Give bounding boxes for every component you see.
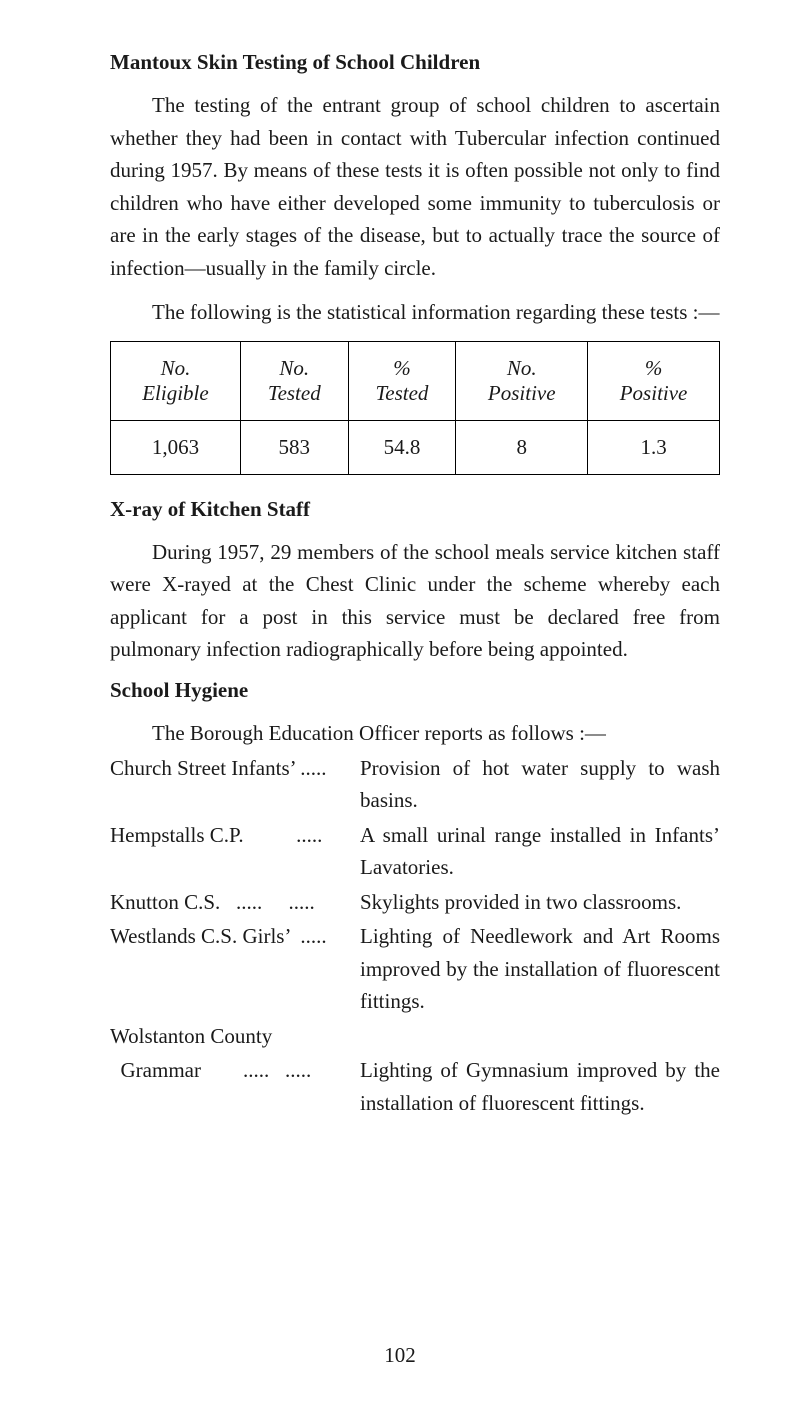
td-eligible: 1,063 bbox=[111, 420, 241, 474]
item-right: Lighting of Gymnasium im­proved by the i… bbox=[360, 1054, 720, 1119]
item-right: Lighting of Needlework and Art Rooms imp… bbox=[360, 920, 720, 1018]
paragraph-1: The testing of the entrant group of scho… bbox=[110, 89, 720, 284]
th-positive-no: No.Positive bbox=[456, 341, 588, 420]
td-positive-no: 8 bbox=[456, 420, 588, 474]
paragraph-2: The following is the statistical informa… bbox=[110, 296, 720, 329]
item-left: Westlands C.S. Girls’ ..... bbox=[110, 920, 360, 953]
paragraph-4: The Borough Education Officer reports as… bbox=[110, 717, 720, 750]
item-left: Church Street Infants’ ..... bbox=[110, 752, 360, 785]
page-number: 102 bbox=[0, 1343, 800, 1368]
item-right: Provision of hot water supply to wash ba… bbox=[360, 752, 720, 817]
item-right: Skylights provided in two class­rooms. bbox=[360, 886, 720, 919]
item-right: A small urinal range installed in Infant… bbox=[360, 819, 720, 884]
stats-table: No.Eligible No.Tested %Tested No.Positiv… bbox=[110, 341, 720, 475]
td-tested-no: 583 bbox=[240, 420, 348, 474]
th-tested-pct: %Tested bbox=[348, 341, 456, 420]
list-item: Hempstalls C.P. ..... A small urinal ran… bbox=[110, 819, 720, 884]
page: Mantoux Skin Testing of School Children … bbox=[0, 0, 800, 1408]
item-left: Wolstanton County bbox=[110, 1020, 360, 1053]
td-tested-pct: 54.8 bbox=[348, 420, 456, 474]
list-item: Wolstanton County bbox=[110, 1020, 720, 1053]
heading-hygiene: School Hygiene bbox=[110, 678, 720, 703]
hygiene-list: The Borough Education Officer reports as… bbox=[110, 717, 720, 1120]
td-positive-pct: 1.3 bbox=[588, 420, 720, 474]
th-tested-no: No.Tested bbox=[240, 341, 348, 420]
item-left: Hempstalls C.P. ..... bbox=[110, 819, 360, 852]
th-positive-pct: %Positive bbox=[588, 341, 720, 420]
list-item: Grammar ..... ..... Lighting of Gymnasiu… bbox=[110, 1054, 720, 1119]
list-item: Knutton C.S. ..... ..... Skylights provi… bbox=[110, 886, 720, 919]
list-item: Westlands C.S. Girls’ ..... Lighting of … bbox=[110, 920, 720, 1018]
item-left: Grammar ..... ..... bbox=[110, 1054, 360, 1087]
item-left: Knutton C.S. ..... ..... bbox=[110, 886, 360, 919]
list-item: Church Street Infants’ ..... Provision o… bbox=[110, 752, 720, 817]
th-eligible: No.Eligible bbox=[111, 341, 241, 420]
table-header-row: No.Eligible No.Tested %Tested No.Positiv… bbox=[111, 341, 720, 420]
heading-xray: X-ray of Kitchen Staff bbox=[110, 497, 720, 522]
table-row: 1,063 583 54.8 8 1.3 bbox=[111, 420, 720, 474]
heading-mantoux: Mantoux Skin Testing of School Children bbox=[110, 50, 720, 75]
paragraph-3: During 1957, 29 members of the school me… bbox=[110, 536, 720, 666]
